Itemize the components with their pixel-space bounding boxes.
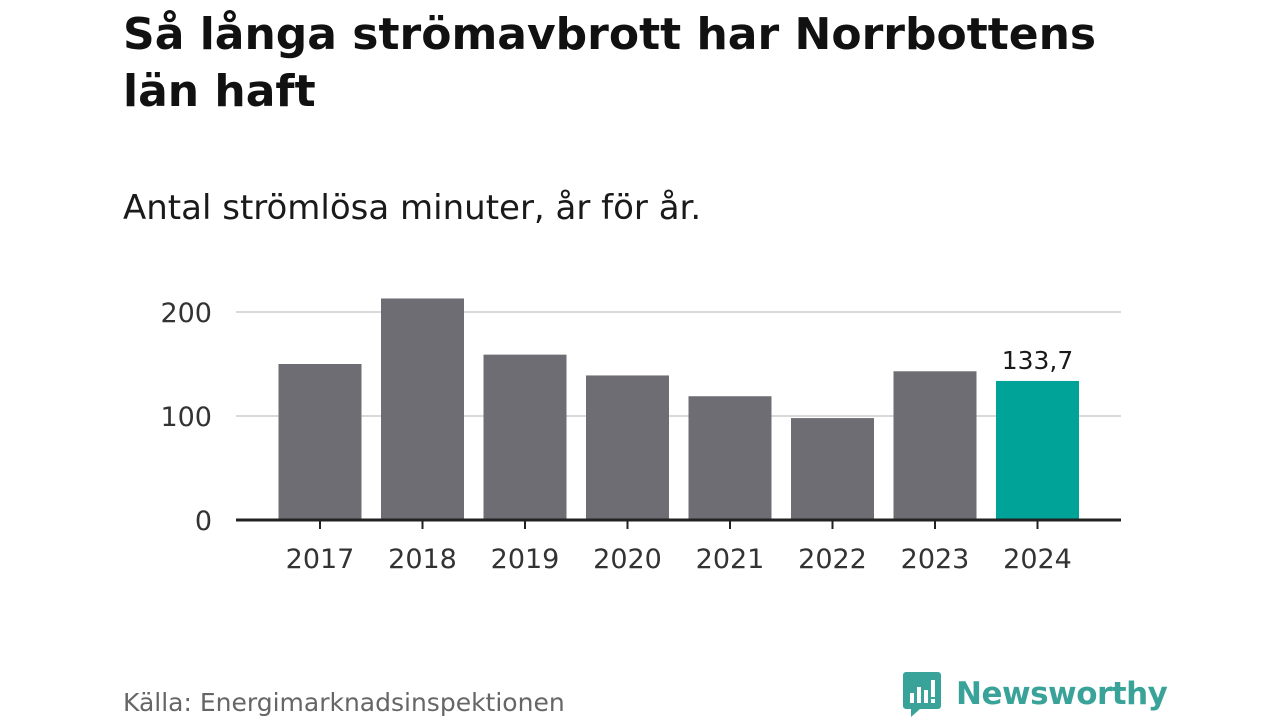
x-tick-label: 2024 xyxy=(1003,544,1072,575)
bar xyxy=(996,380,1079,520)
x-tick-label: 2021 xyxy=(696,544,765,575)
bar xyxy=(791,418,874,520)
x-tick-label: 2018 xyxy=(388,544,457,575)
bar xyxy=(278,364,362,520)
bar-chart: 0 100 200 133,7 2017 2018 2019 2020 2021 2022 2023… xyxy=(160,298,1121,575)
brand-name: Newsworthy xyxy=(956,676,1168,712)
chart-subtitle: Antal strömlösa minuter, år för år. xyxy=(123,188,702,228)
bar xyxy=(586,375,669,520)
x-tick-label: 2022 xyxy=(798,544,867,575)
x-tick-label: 2017 xyxy=(286,544,355,575)
newsworthy-logo-icon xyxy=(903,672,941,717)
bar xyxy=(893,371,977,520)
data-label: 133,7 xyxy=(1002,346,1074,375)
x-tick-label: 2023 xyxy=(901,544,970,575)
bar xyxy=(381,298,464,520)
y-tick-label: 0 xyxy=(195,506,212,537)
chart-title: Så långa strömavbrott har Norrbottens lä… xyxy=(123,9,1097,117)
newsworthy-logo: Newsworthy xyxy=(902,670,1168,718)
bar xyxy=(483,354,567,520)
source-note: Källa: Energimarknadsinspektionen xyxy=(123,688,565,717)
bar xyxy=(688,396,772,520)
y-tick-label: 100 xyxy=(160,402,212,433)
x-tick-label: 2020 xyxy=(593,544,662,575)
x-tick-label: 2019 xyxy=(491,544,560,575)
y-tick-label: 200 xyxy=(160,298,212,329)
